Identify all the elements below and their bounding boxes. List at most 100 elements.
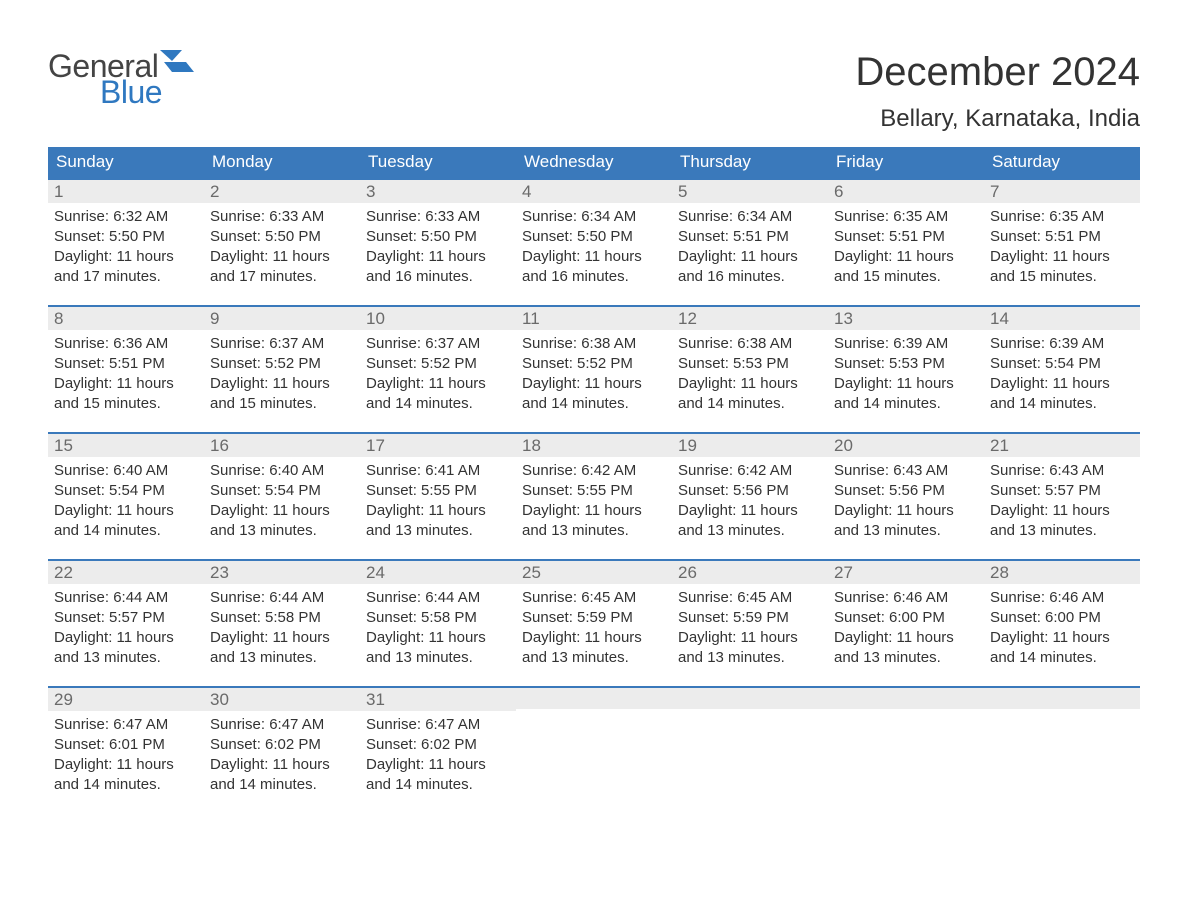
daylight1-text: Daylight: 11 hours bbox=[990, 374, 1134, 394]
day-number: 19 bbox=[672, 432, 828, 457]
daylight2-text: and 15 minutes. bbox=[990, 267, 1134, 287]
sunrise-text: Sunrise: 6:47 AM bbox=[366, 715, 510, 735]
weeks-container: 1Sunrise: 6:32 AMSunset: 5:50 PMDaylight… bbox=[48, 178, 1140, 813]
sunset-text: Sunset: 5:51 PM bbox=[678, 227, 822, 247]
daylight2-text: and 14 minutes. bbox=[522, 394, 666, 414]
sunset-text: Sunset: 5:50 PM bbox=[210, 227, 354, 247]
day-number: 12 bbox=[672, 305, 828, 330]
daylight2-text: and 13 minutes. bbox=[210, 648, 354, 668]
day-body: Sunrise: 6:35 AMSunset: 5:51 PMDaylight:… bbox=[984, 203, 1140, 287]
sunset-text: Sunset: 6:00 PM bbox=[834, 608, 978, 628]
week-row: 22Sunrise: 6:44 AMSunset: 5:57 PMDayligh… bbox=[48, 559, 1140, 686]
daylight2-text: and 13 minutes. bbox=[990, 521, 1134, 541]
day-cell: 3Sunrise: 6:33 AMSunset: 5:50 PMDaylight… bbox=[360, 178, 516, 305]
day-number: 17 bbox=[360, 432, 516, 457]
sunset-text: Sunset: 5:51 PM bbox=[54, 354, 198, 374]
day-number: 20 bbox=[828, 432, 984, 457]
weekday-header: Wednesday bbox=[516, 147, 672, 178]
day-body: Sunrise: 6:35 AMSunset: 5:51 PMDaylight:… bbox=[828, 203, 984, 287]
sunrise-text: Sunrise: 6:34 AM bbox=[522, 207, 666, 227]
day-cell: 25Sunrise: 6:45 AMSunset: 5:59 PMDayligh… bbox=[516, 559, 672, 686]
daylight1-text: Daylight: 11 hours bbox=[522, 374, 666, 394]
day-number: 22 bbox=[48, 559, 204, 584]
day-number: 16 bbox=[204, 432, 360, 457]
day-cell bbox=[672, 686, 828, 813]
day-cell: 15Sunrise: 6:40 AMSunset: 5:54 PMDayligh… bbox=[48, 432, 204, 559]
day-body: Sunrise: 6:34 AMSunset: 5:51 PMDaylight:… bbox=[672, 203, 828, 287]
sunset-text: Sunset: 5:52 PM bbox=[522, 354, 666, 374]
sunset-text: Sunset: 5:56 PM bbox=[834, 481, 978, 501]
sunrise-text: Sunrise: 6:41 AM bbox=[366, 461, 510, 481]
daylight2-text: and 13 minutes. bbox=[366, 648, 510, 668]
day-number: 24 bbox=[360, 559, 516, 584]
daylight1-text: Daylight: 11 hours bbox=[210, 628, 354, 648]
daylight1-text: Daylight: 11 hours bbox=[366, 247, 510, 267]
sunrise-text: Sunrise: 6:35 AM bbox=[834, 207, 978, 227]
sunrise-text: Sunrise: 6:38 AM bbox=[678, 334, 822, 354]
day-body: Sunrise: 6:33 AMSunset: 5:50 PMDaylight:… bbox=[204, 203, 360, 287]
sunrise-text: Sunrise: 6:35 AM bbox=[990, 207, 1134, 227]
day-cell: 6Sunrise: 6:35 AMSunset: 5:51 PMDaylight… bbox=[828, 178, 984, 305]
sunrise-text: Sunrise: 6:33 AM bbox=[210, 207, 354, 227]
day-cell: 21Sunrise: 6:43 AMSunset: 5:57 PMDayligh… bbox=[984, 432, 1140, 559]
daylight2-text: and 14 minutes. bbox=[366, 775, 510, 795]
day-cell: 7Sunrise: 6:35 AMSunset: 5:51 PMDaylight… bbox=[984, 178, 1140, 305]
empty-day-bar bbox=[516, 686, 672, 709]
day-number: 6 bbox=[828, 178, 984, 203]
day-number: 30 bbox=[204, 686, 360, 711]
day-number: 4 bbox=[516, 178, 672, 203]
day-cell: 28Sunrise: 6:46 AMSunset: 6:00 PMDayligh… bbox=[984, 559, 1140, 686]
day-body: Sunrise: 6:38 AMSunset: 5:53 PMDaylight:… bbox=[672, 330, 828, 414]
sunrise-text: Sunrise: 6:43 AM bbox=[834, 461, 978, 481]
day-body: Sunrise: 6:37 AMSunset: 5:52 PMDaylight:… bbox=[204, 330, 360, 414]
daylight1-text: Daylight: 11 hours bbox=[54, 501, 198, 521]
day-cell: 19Sunrise: 6:42 AMSunset: 5:56 PMDayligh… bbox=[672, 432, 828, 559]
daylight2-text: and 14 minutes. bbox=[990, 648, 1134, 668]
daylight2-text: and 15 minutes. bbox=[210, 394, 354, 414]
daylight1-text: Daylight: 11 hours bbox=[834, 247, 978, 267]
sunrise-text: Sunrise: 6:39 AM bbox=[834, 334, 978, 354]
sunset-text: Sunset: 5:54 PM bbox=[54, 481, 198, 501]
day-cell: 26Sunrise: 6:45 AMSunset: 5:59 PMDayligh… bbox=[672, 559, 828, 686]
sunset-text: Sunset: 5:59 PM bbox=[678, 608, 822, 628]
daylight2-text: and 13 minutes. bbox=[522, 521, 666, 541]
day-body: Sunrise: 6:39 AMSunset: 5:53 PMDaylight:… bbox=[828, 330, 984, 414]
daylight1-text: Daylight: 11 hours bbox=[834, 501, 978, 521]
daylight2-text: and 14 minutes. bbox=[54, 521, 198, 541]
day-cell: 14Sunrise: 6:39 AMSunset: 5:54 PMDayligh… bbox=[984, 305, 1140, 432]
day-number: 9 bbox=[204, 305, 360, 330]
sunrise-text: Sunrise: 6:38 AM bbox=[522, 334, 666, 354]
day-cell: 22Sunrise: 6:44 AMSunset: 5:57 PMDayligh… bbox=[48, 559, 204, 686]
daylight2-text: and 13 minutes. bbox=[678, 648, 822, 668]
weekday-header: Friday bbox=[828, 147, 984, 178]
daylight1-text: Daylight: 11 hours bbox=[366, 628, 510, 648]
week-row: 1Sunrise: 6:32 AMSunset: 5:50 PMDaylight… bbox=[48, 178, 1140, 305]
empty-day-bar bbox=[828, 686, 984, 709]
sunset-text: Sunset: 5:56 PM bbox=[678, 481, 822, 501]
day-cell: 2Sunrise: 6:33 AMSunset: 5:50 PMDaylight… bbox=[204, 178, 360, 305]
sunset-text: Sunset: 5:58 PM bbox=[366, 608, 510, 628]
daylight2-text: and 13 minutes. bbox=[522, 648, 666, 668]
daylight1-text: Daylight: 11 hours bbox=[678, 247, 822, 267]
day-body: Sunrise: 6:47 AMSunset: 6:02 PMDaylight:… bbox=[204, 711, 360, 795]
sunset-text: Sunset: 5:53 PM bbox=[678, 354, 822, 374]
week-row: 29Sunrise: 6:47 AMSunset: 6:01 PMDayligh… bbox=[48, 686, 1140, 813]
daylight1-text: Daylight: 11 hours bbox=[522, 628, 666, 648]
day-body: Sunrise: 6:43 AMSunset: 5:57 PMDaylight:… bbox=[984, 457, 1140, 541]
weekday-header: Thursday bbox=[672, 147, 828, 178]
day-number: 15 bbox=[48, 432, 204, 457]
day-body: Sunrise: 6:42 AMSunset: 5:56 PMDaylight:… bbox=[672, 457, 828, 541]
day-body: Sunrise: 6:44 AMSunset: 5:57 PMDaylight:… bbox=[48, 584, 204, 668]
day-cell: 5Sunrise: 6:34 AMSunset: 5:51 PMDaylight… bbox=[672, 178, 828, 305]
day-number: 25 bbox=[516, 559, 672, 584]
sunrise-text: Sunrise: 6:44 AM bbox=[210, 588, 354, 608]
sunrise-text: Sunrise: 6:46 AM bbox=[834, 588, 978, 608]
day-cell: 10Sunrise: 6:37 AMSunset: 5:52 PMDayligh… bbox=[360, 305, 516, 432]
day-cell: 13Sunrise: 6:39 AMSunset: 5:53 PMDayligh… bbox=[828, 305, 984, 432]
daylight2-text: and 14 minutes. bbox=[678, 394, 822, 414]
sunrise-text: Sunrise: 6:32 AM bbox=[54, 207, 198, 227]
daylight1-text: Daylight: 11 hours bbox=[522, 501, 666, 521]
day-cell: 4Sunrise: 6:34 AMSunset: 5:50 PMDaylight… bbox=[516, 178, 672, 305]
empty-day-bar bbox=[984, 686, 1140, 709]
sunset-text: Sunset: 5:53 PM bbox=[834, 354, 978, 374]
